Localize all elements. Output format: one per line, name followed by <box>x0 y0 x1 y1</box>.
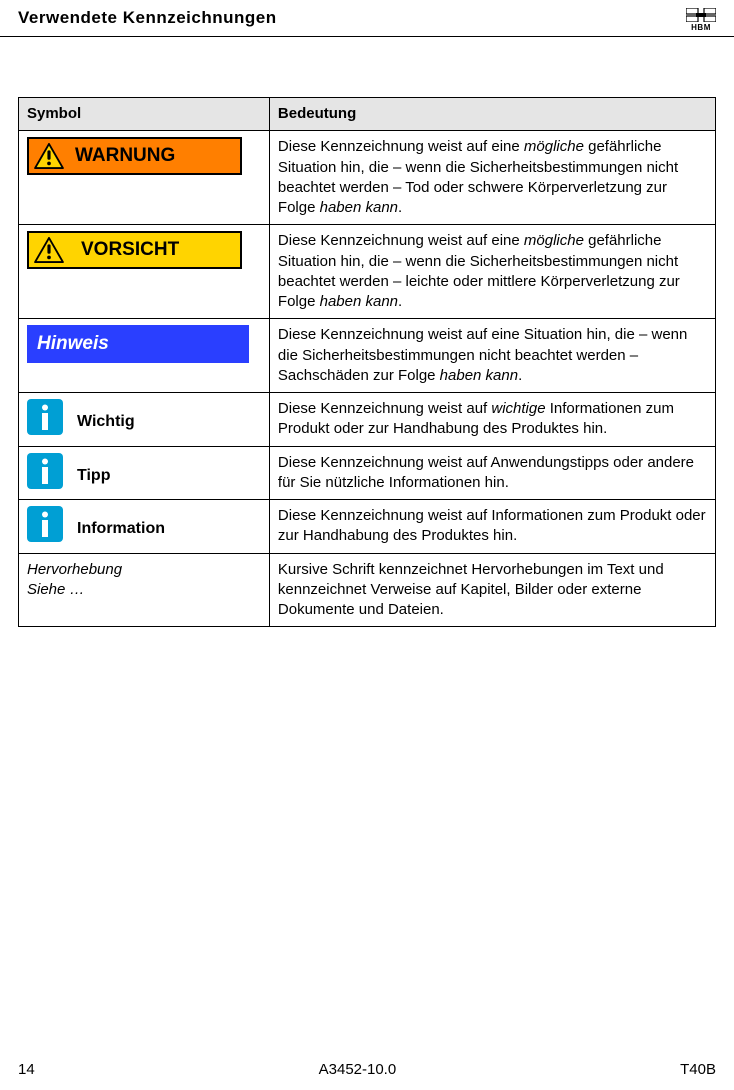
table-row: Wichtig Diese Kennzeichnung weist auf wi… <box>19 393 716 447</box>
description-cell: Diese Kennzeichnung weist auf Anwendungs… <box>269 446 715 500</box>
info-icon <box>27 399 63 435</box>
info-symbol: Information <box>27 506 261 546</box>
caution-badge: VORSICHT <box>27 231 242 269</box>
table-row: Hinweis Diese Kennzeichnung weist auf ei… <box>19 319 716 393</box>
tip-label: Tipp <box>77 465 110 493</box>
brand-logo-text: HBM <box>691 23 711 32</box>
notice-badge: Hinweis <box>27 325 249 363</box>
column-header-meaning: Bedeutung <box>269 98 715 131</box>
table-row: Tipp Diese Kennzeichnung weist auf Anwen… <box>19 446 716 500</box>
information-label: Information <box>77 518 165 546</box>
info-symbol: Wichtig <box>27 399 261 439</box>
description-cell: Diese Kennzeichnung weist auf eine mögli… <box>269 131 715 225</box>
info-icon <box>27 506 63 542</box>
document-id: A3452-10.0 <box>319 1061 397 1078</box>
table-row: VORSICHT Diese Kennzeichnung weist auf e… <box>19 225 716 319</box>
table-body: WARNUNG Diese Kennzeichnung weist auf ei… <box>19 131 716 627</box>
info-icon <box>27 453 63 489</box>
description-cell: Diese Kennzeichnung weist auf eine mögli… <box>269 225 715 319</box>
page-title: Verwendete Kennzeichnungen <box>18 8 277 28</box>
page-number: 14 <box>18 1061 35 1078</box>
description-cell: Diese Kennzeichnung weist auf eine Situa… <box>269 319 715 393</box>
emphasis-line2: Siehe … <box>27 580 261 600</box>
info-symbol: Tipp <box>27 453 261 493</box>
symbol-cell: Tipp <box>19 446 270 500</box>
symbol-cell: Hervorhebung Siehe … <box>19 553 270 627</box>
description-cell: Kursive Schrift kennzeichnet Hervorhebun… <box>269 553 715 627</box>
caution-label: VORSICHT <box>81 237 179 263</box>
warning-label: WARNUNG <box>75 143 175 169</box>
emphasis-line1: Hervorhebung <box>27 560 261 580</box>
description-cell: Diese Kennzeichnung weist auf wichtige I… <box>269 393 715 447</box>
product-code: T40B <box>680 1061 716 1078</box>
warning-badge: WARNUNG <box>27 137 242 175</box>
important-label: Wichtig <box>77 411 135 439</box>
page-header: Verwendete Kennzeichnungen HBM <box>0 0 734 37</box>
description-cell: Diese Kennzeichnung weist auf Informatio… <box>269 500 715 554</box>
content-area: Symbol Bedeutung WARNUNG Diese Kennz <box>0 37 734 627</box>
symbol-table: Symbol Bedeutung WARNUNG Diese Kennz <box>18 97 716 627</box>
warning-triangle-icon <box>33 237 65 263</box>
table-row: WARNUNG Diese Kennzeichnung weist auf ei… <box>19 131 716 225</box>
symbol-cell: Information <box>19 500 270 554</box>
page-footer: 14 A3452-10.0 T40B <box>0 1061 734 1078</box>
symbol-cell: Hinweis <box>19 319 270 393</box>
brand-logo: HBM <box>686 8 716 32</box>
symbol-cell: VORSICHT <box>19 225 270 319</box>
column-header-symbol: Symbol <box>19 98 270 131</box>
warning-triangle-icon <box>33 143 65 169</box>
table-row: Information Diese Kennzeichnung weist au… <box>19 500 716 554</box>
symbol-cell: Wichtig <box>19 393 270 447</box>
hbm-logo-icon <box>686 8 716 22</box>
symbol-cell: WARNUNG <box>19 131 270 225</box>
table-row: Hervorhebung Siehe … Kursive Schrift ken… <box>19 553 716 627</box>
